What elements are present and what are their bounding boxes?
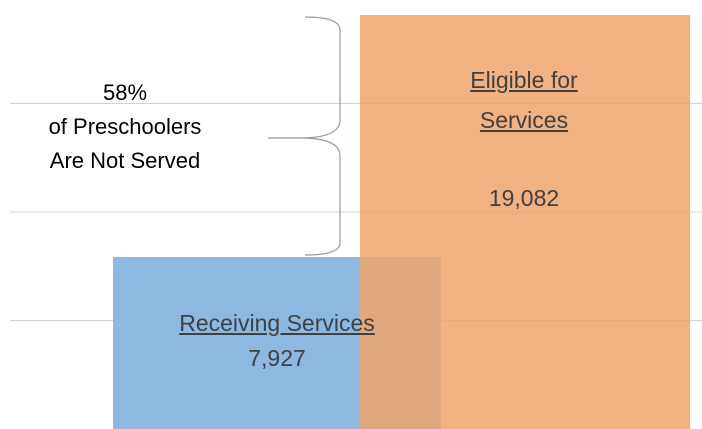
brace [268,16,341,256]
category-label: Eligible for Services [470,67,578,133]
annotation: 58% of Preschoolers Are Not Served [30,76,220,178]
value-label: 7,927 [248,345,306,371]
category-label: Receiving Services [179,310,375,336]
annotation-text: of Preschoolers Are Not Served [48,114,202,173]
value-label: 19,082 [488,185,560,211]
annotation-value: 58% [102,80,148,105]
bar [360,14,690,429]
